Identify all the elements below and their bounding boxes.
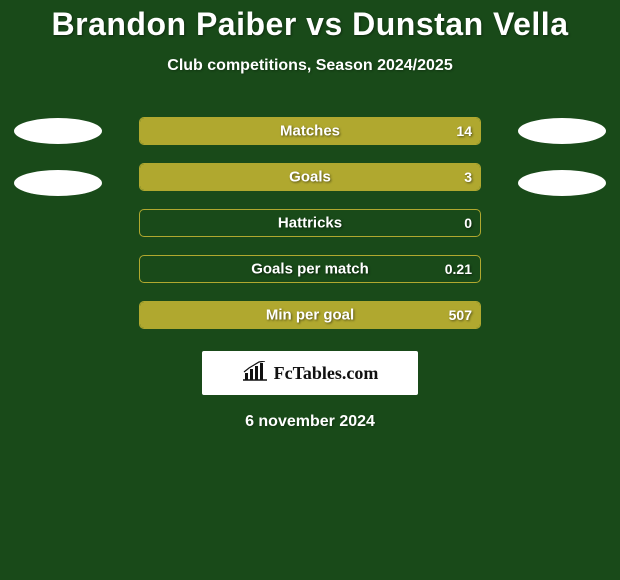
stat-row: Min per goal 507 bbox=[0, 301, 620, 329]
stat-bar: Hattricks 0 bbox=[139, 209, 481, 237]
player-marker-left bbox=[14, 118, 102, 144]
stat-value: 3 bbox=[464, 169, 472, 185]
stat-bar: Goals 3 bbox=[139, 163, 481, 191]
stat-value: 0 bbox=[464, 215, 472, 231]
stat-value: 507 bbox=[449, 307, 472, 323]
player1-name: Brandon Paiber bbox=[52, 6, 297, 42]
stat-label: Min per goal bbox=[266, 307, 354, 324]
subtitle: Club competitions, Season 2024/2025 bbox=[0, 57, 620, 75]
stat-row: Goals per match 0.21 bbox=[0, 255, 620, 283]
brand-badge[interactable]: FcTables.com bbox=[202, 351, 418, 395]
player-marker-right bbox=[518, 170, 606, 196]
stat-bar: Goals per match 0.21 bbox=[139, 255, 481, 283]
comparison-card: Brandon Paiber vs Dunstan Vella Club com… bbox=[0, 0, 620, 431]
stat-value: 14 bbox=[456, 123, 472, 139]
stats-list: Matches 14 Goals 3 Hattricks 0 Goals per match… bbox=[0, 117, 620, 329]
stat-value: 0.21 bbox=[445, 261, 472, 277]
date-text: 6 november 2024 bbox=[0, 413, 620, 431]
brand-text: FcTables.com bbox=[274, 363, 379, 384]
stat-row: Goals 3 bbox=[0, 163, 620, 191]
page-title: Brandon Paiber vs Dunstan Vella bbox=[0, 6, 620, 43]
player-marker-right bbox=[518, 118, 606, 144]
stat-label: Goals bbox=[289, 169, 331, 186]
player2-name: Dunstan Vella bbox=[352, 6, 568, 42]
vs-text: vs bbox=[306, 6, 343, 42]
stat-label: Matches bbox=[280, 123, 340, 140]
stat-bar: Min per goal 507 bbox=[139, 301, 481, 329]
stat-label: Goals per match bbox=[251, 261, 369, 278]
stat-bar: Matches 14 bbox=[139, 117, 481, 145]
player-marker-left bbox=[14, 170, 102, 196]
chart-icon bbox=[242, 361, 268, 386]
stat-row: Hattricks 0 bbox=[0, 209, 620, 237]
stat-row: Matches 14 bbox=[0, 117, 620, 145]
stat-label: Hattricks bbox=[278, 215, 342, 232]
